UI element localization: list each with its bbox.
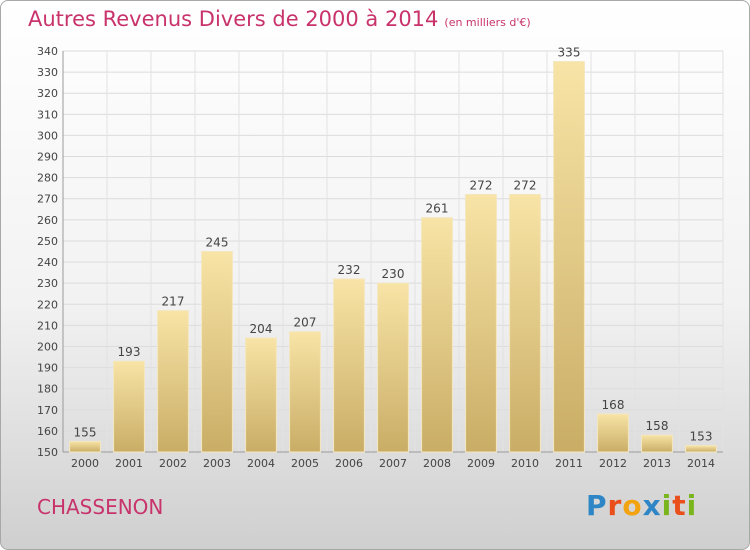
bar-2000	[69, 440, 101, 453]
bar-2008	[421, 217, 453, 453]
logo-letter: i	[686, 489, 698, 522]
x-tick-label: 2007	[379, 457, 407, 470]
bars	[69, 61, 717, 453]
x-tick-label: 2009	[467, 457, 495, 470]
bar-2006	[333, 278, 365, 453]
data-label: 204	[250, 322, 273, 336]
data-label: 230	[382, 267, 405, 281]
y-tick-label: 340	[37, 45, 58, 58]
bar-2007	[377, 282, 409, 453]
y-tick-label: 200	[37, 340, 58, 353]
data-label: 245	[206, 236, 229, 250]
logo-letter: P	[586, 489, 608, 522]
x-tick-label: 2008	[423, 457, 451, 470]
labels: 155 2000 193 2001 217 2002 245 2003 204 2004 207 20…	[71, 46, 715, 470]
x-tick-label: 2000	[71, 457, 99, 470]
data-label: 335	[558, 46, 581, 60]
data-label: 272	[514, 179, 537, 193]
y-tick-label: 230	[37, 277, 58, 290]
data-label: 207	[294, 316, 317, 330]
y-tick-label: 310	[37, 108, 58, 121]
data-label: 168	[602, 398, 625, 412]
data-label: 153	[690, 430, 713, 444]
y-tick-label: 210	[37, 319, 58, 332]
x-tick-label: 2010	[511, 457, 539, 470]
y-tick-label: 300	[37, 129, 58, 142]
data-label: 232	[338, 263, 361, 277]
logo-letter: i	[661, 489, 673, 522]
x-tick-label: 2005	[291, 457, 319, 470]
x-tick-label: 2002	[159, 457, 187, 470]
x-tick-label: 2012	[599, 457, 627, 470]
y-tick-label: 250	[37, 235, 58, 248]
x-tick-label: 2014	[687, 457, 715, 470]
y-tick-label: 240	[37, 256, 58, 269]
data-label: 158	[646, 419, 669, 433]
bar-2003	[201, 251, 233, 453]
x-tick-label: 2001	[115, 457, 143, 470]
chart-title: Autres Revenus Divers de 2000 à 2014	[28, 7, 439, 31]
logo-letter: r	[607, 489, 623, 522]
commune-name: CHASSENON	[37, 495, 164, 519]
y-tick-label: 260	[37, 214, 58, 227]
bar-2011	[553, 61, 585, 453]
data-label: 272	[470, 179, 493, 193]
data-label: 261	[426, 202, 449, 216]
y-tick-label: 270	[37, 193, 58, 206]
bar-2002	[157, 310, 189, 453]
y-tick-label: 330	[37, 66, 58, 79]
y-tick-label: 160	[37, 425, 58, 438]
y-tick-label: 170	[37, 404, 58, 417]
logo-letter: x	[642, 489, 662, 522]
y-tick-label: 180	[37, 383, 58, 396]
data-label: 155	[74, 425, 97, 439]
bar-2014	[685, 445, 717, 453]
bar-2012	[597, 413, 629, 453]
data-label: 193	[118, 345, 141, 359]
bar-2001	[113, 360, 145, 453]
y-tick-label: 320	[37, 87, 58, 100]
y-tick-label: 150	[37, 446, 58, 459]
axes: 150 160 170 180 190 200 210 220 230 240 250 260 270 2…	[37, 45, 723, 459]
y-tick-label: 280	[37, 172, 58, 185]
bar-2010	[509, 194, 541, 453]
y-tick-label: 220	[37, 298, 58, 311]
x-tick-label: 2013	[643, 457, 671, 470]
x-tick-label: 2011	[555, 457, 583, 470]
x-tick-label: 2006	[335, 457, 363, 470]
data-label: 217	[162, 295, 185, 309]
bar-2009	[465, 194, 497, 453]
chart-subtitle: (en milliers d'€)	[444, 16, 531, 29]
x-tick-label: 2004	[247, 457, 275, 470]
bar-2004	[245, 337, 277, 453]
logo-letter: t	[672, 489, 687, 522]
x-tick-label: 2003	[203, 457, 231, 470]
y-tick-label: 190	[37, 362, 58, 375]
proxiti-logo: Proxiti	[586, 489, 697, 522]
logo-letter: o	[622, 489, 643, 522]
bar-2005	[289, 331, 321, 453]
bar-2013	[641, 434, 673, 453]
y-tick-label: 290	[37, 151, 58, 164]
title-block: Autres Revenus Divers de 2000 à 2014 (en …	[28, 7, 531, 31]
